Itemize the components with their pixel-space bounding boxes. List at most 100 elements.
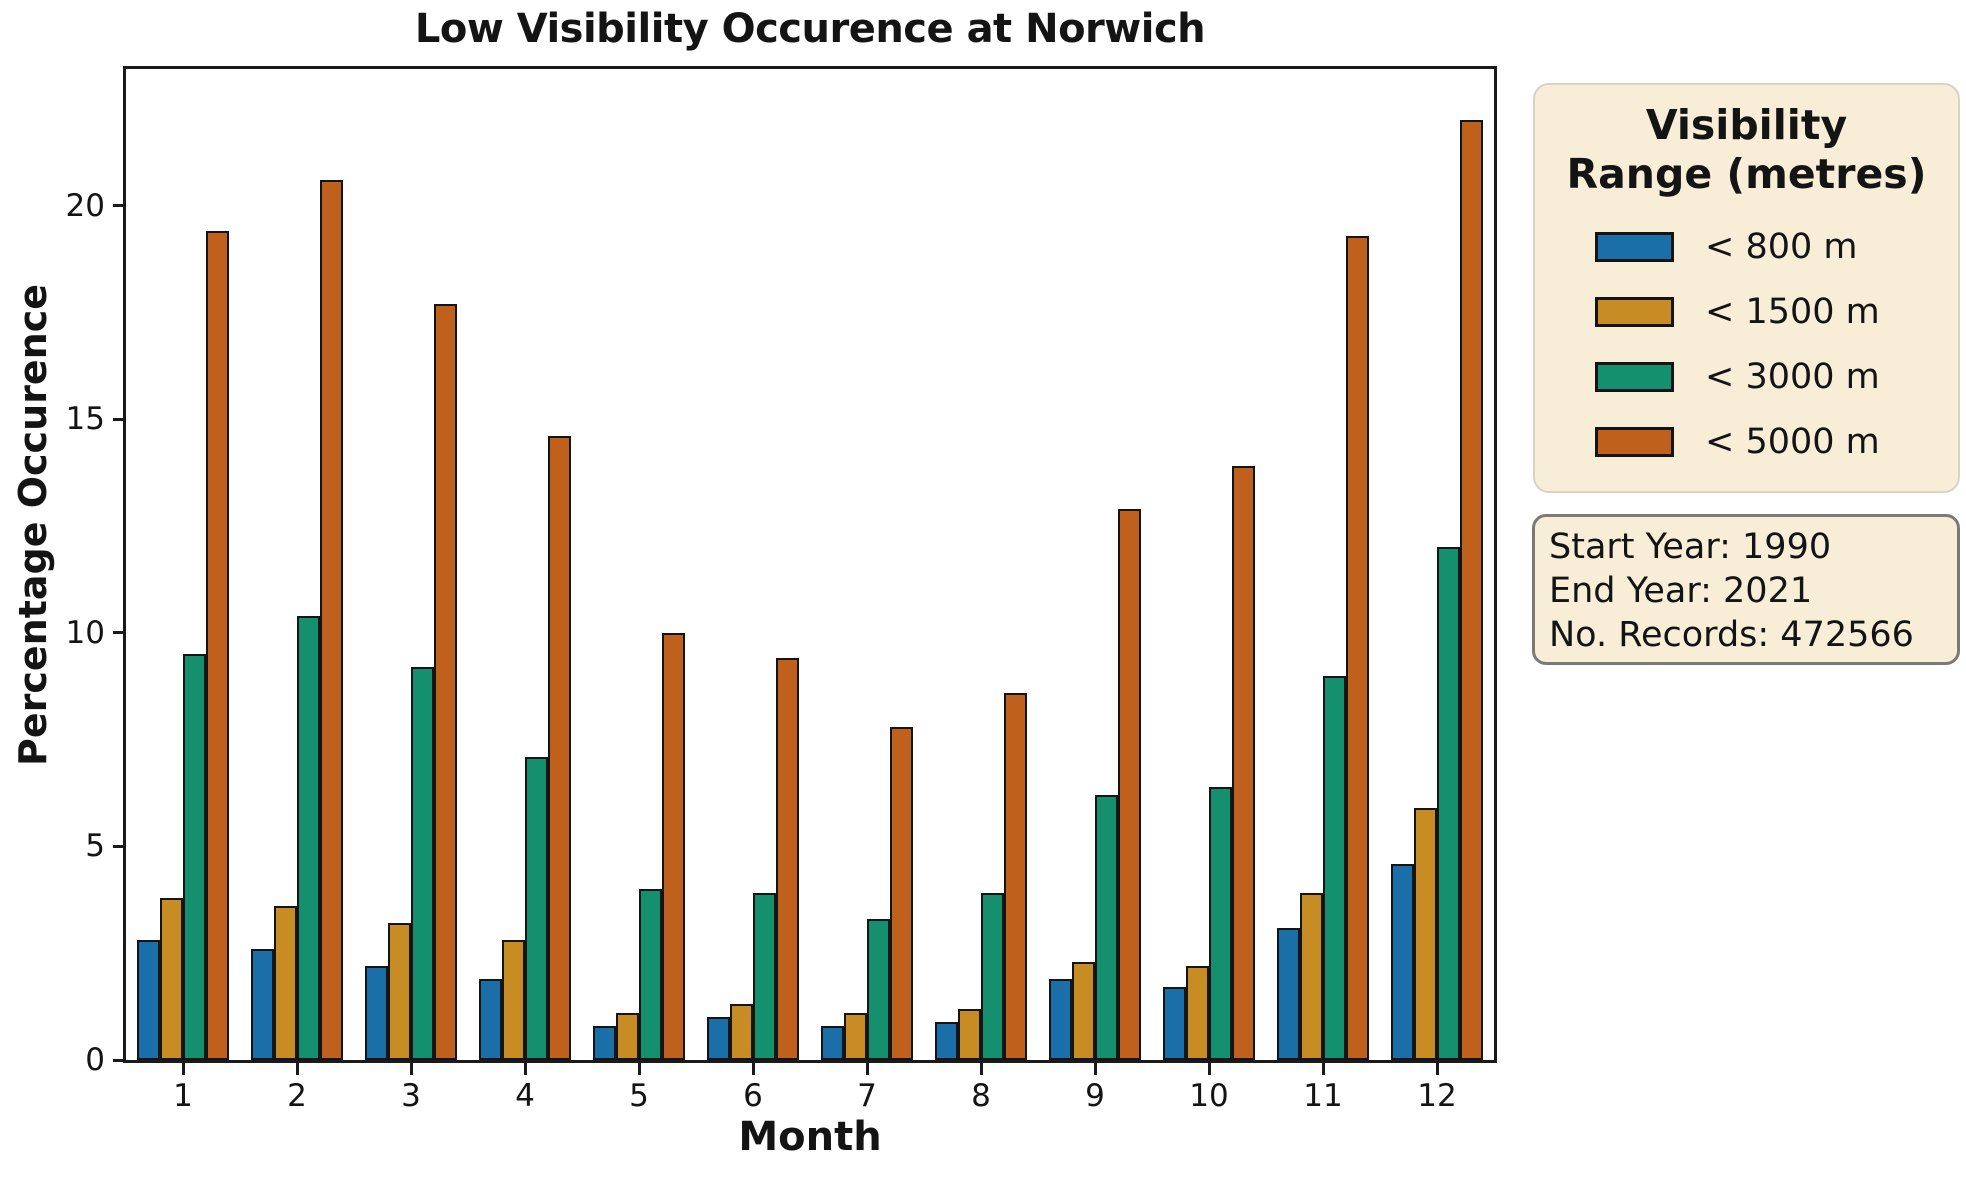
x-tick-mark-7 [865,1063,869,1075]
bar-month-11-series-3 [1323,675,1346,1060]
x-tick-label-10: 10 [1189,1078,1229,1114]
x-tick-label-6: 6 [743,1078,763,1114]
x-tick-label-9: 9 [1085,1078,1105,1114]
bar-month-3-series-3 [411,667,434,1060]
bar-month-1-series-4 [205,231,229,1060]
bar-month-6-series-3 [753,893,776,1060]
bar-month-1-series-3 [183,654,206,1060]
x-tick-mark-11 [1321,1063,1325,1075]
bar-month-6-series-2 [730,1004,753,1060]
x-tick-mark-3 [409,1063,413,1075]
info-line-3: No. Records: 472566 [1549,615,1914,655]
legend-title-line1: Visibility [1645,101,1848,149]
info-line-1: Start Year: 1990 [1549,527,1832,567]
plot-area [123,66,1497,1063]
x-tick-label-8: 8 [971,1078,991,1114]
bar-month-4-series-2 [502,940,525,1060]
x-tick-label-5: 5 [629,1078,649,1114]
bar-month-10-series-4 [1231,466,1255,1060]
bar-month-9-series-2 [1072,961,1095,1060]
legend-box: Visibility Range (metres) < 800 m < 1500 … [1533,83,1960,493]
x-tick-mark-6 [751,1063,755,1075]
x-tick-mark-8 [979,1063,983,1075]
bar-month-1-series-1 [137,940,161,1060]
y-tick-mark-5 [113,844,123,848]
y-axis-label: Percentage Occurence [11,284,55,766]
bar-month-7-series-1 [821,1025,845,1060]
bar-month-4-series-1 [479,978,503,1060]
bar-month-12-series-2 [1414,807,1437,1060]
bar-month-7-series-3 [867,919,890,1060]
legend-swatch-2 [1595,297,1674,327]
legend-title: Visibility Range (metres) [1535,101,1958,199]
x-tick-label-7: 7 [857,1078,877,1114]
bar-month-10-series-1 [1163,987,1187,1060]
y-tick-mark-10 [113,631,123,635]
x-tick-mark-4 [523,1063,527,1075]
y-tick-label-15: 15 [65,401,105,438]
bar-month-11-series-2 [1300,893,1323,1060]
y-tick-label-10: 10 [65,614,105,651]
x-tick-label-2: 2 [287,1078,307,1114]
x-tick-label-1: 1 [173,1078,193,1114]
bar-month-1-series-2 [160,897,183,1060]
chart-title: Low Visibility Occurence at Norwich [414,6,1206,52]
bar-month-8-series-2 [958,1008,981,1060]
bar-month-10-series-2 [1186,966,1209,1060]
bar-month-3-series-2 [388,923,411,1060]
bar-month-4-series-4 [547,436,571,1060]
bar-month-5-series-1 [593,1025,617,1060]
x-tick-mark-10 [1207,1063,1211,1075]
info-line-2: End Year: 2021 [1549,571,1813,611]
x-tick-mark-2 [295,1063,299,1075]
y-tick-mark-15 [113,417,123,421]
bar-month-10-series-3 [1209,786,1232,1060]
y-tick-label-20: 20 [65,187,105,224]
y-tick-mark-0 [113,1058,123,1062]
x-tick-label-12: 12 [1417,1078,1457,1114]
legend-swatch-3 [1595,362,1674,392]
legend-swatch-1 [1595,232,1674,262]
x-tick-mark-9 [1093,1063,1097,1075]
bar-month-12-series-4 [1459,120,1483,1060]
bar-month-2-series-3 [297,615,320,1060]
legend-label-3: < 3000 m [1705,357,1880,397]
bar-month-8-series-1 [935,1021,959,1060]
x-tick-label-4: 4 [515,1078,535,1114]
bar-month-6-series-4 [775,658,799,1060]
bar-month-8-series-4 [1003,692,1027,1060]
bar-month-4-series-3 [525,756,548,1060]
bar-month-5-series-3 [639,889,662,1060]
y-tick-label-0: 0 [85,1042,105,1078]
bar-month-2-series-1 [251,948,275,1060]
bar-month-12-series-1 [1391,863,1415,1060]
x-tick-mark-12 [1435,1063,1439,1075]
bar-month-7-series-2 [844,1013,867,1060]
bar-month-8-series-3 [981,893,1004,1060]
bar-month-2-series-4 [319,180,343,1060]
bar-month-3-series-1 [365,966,389,1060]
x-tick-mark-1 [181,1063,185,1075]
info-box: Start Year: 1990 End Year: 2021 No. Record… [1532,514,1960,665]
bar-month-9-series-4 [1117,508,1141,1060]
legend-label-4: < 5000 m [1705,422,1880,462]
legend-swatch-4 [1595,427,1674,457]
bar-month-12-series-3 [1437,547,1460,1060]
bar-month-5-series-2 [616,1013,639,1060]
legend-label-1: < 800 m [1705,227,1858,267]
legend-label-2: < 1500 m [1705,292,1880,332]
y-tick-mark-20 [113,204,123,208]
bar-month-9-series-1 [1049,978,1073,1060]
bar-month-6-series-1 [707,1017,731,1060]
x-tick-label-3: 3 [401,1078,421,1114]
bar-month-2-series-2 [274,906,297,1060]
bar-month-9-series-3 [1095,795,1118,1060]
legend-title-line2: Range (metres) [1566,150,1927,198]
bar-month-5-series-4 [661,632,685,1060]
bar-month-11-series-1 [1277,927,1301,1060]
x-axis-label: Month [738,1114,882,1160]
x-tick-mark-5 [637,1063,641,1075]
bar-month-11-series-4 [1345,235,1369,1060]
y-tick-label-5: 5 [85,828,105,865]
